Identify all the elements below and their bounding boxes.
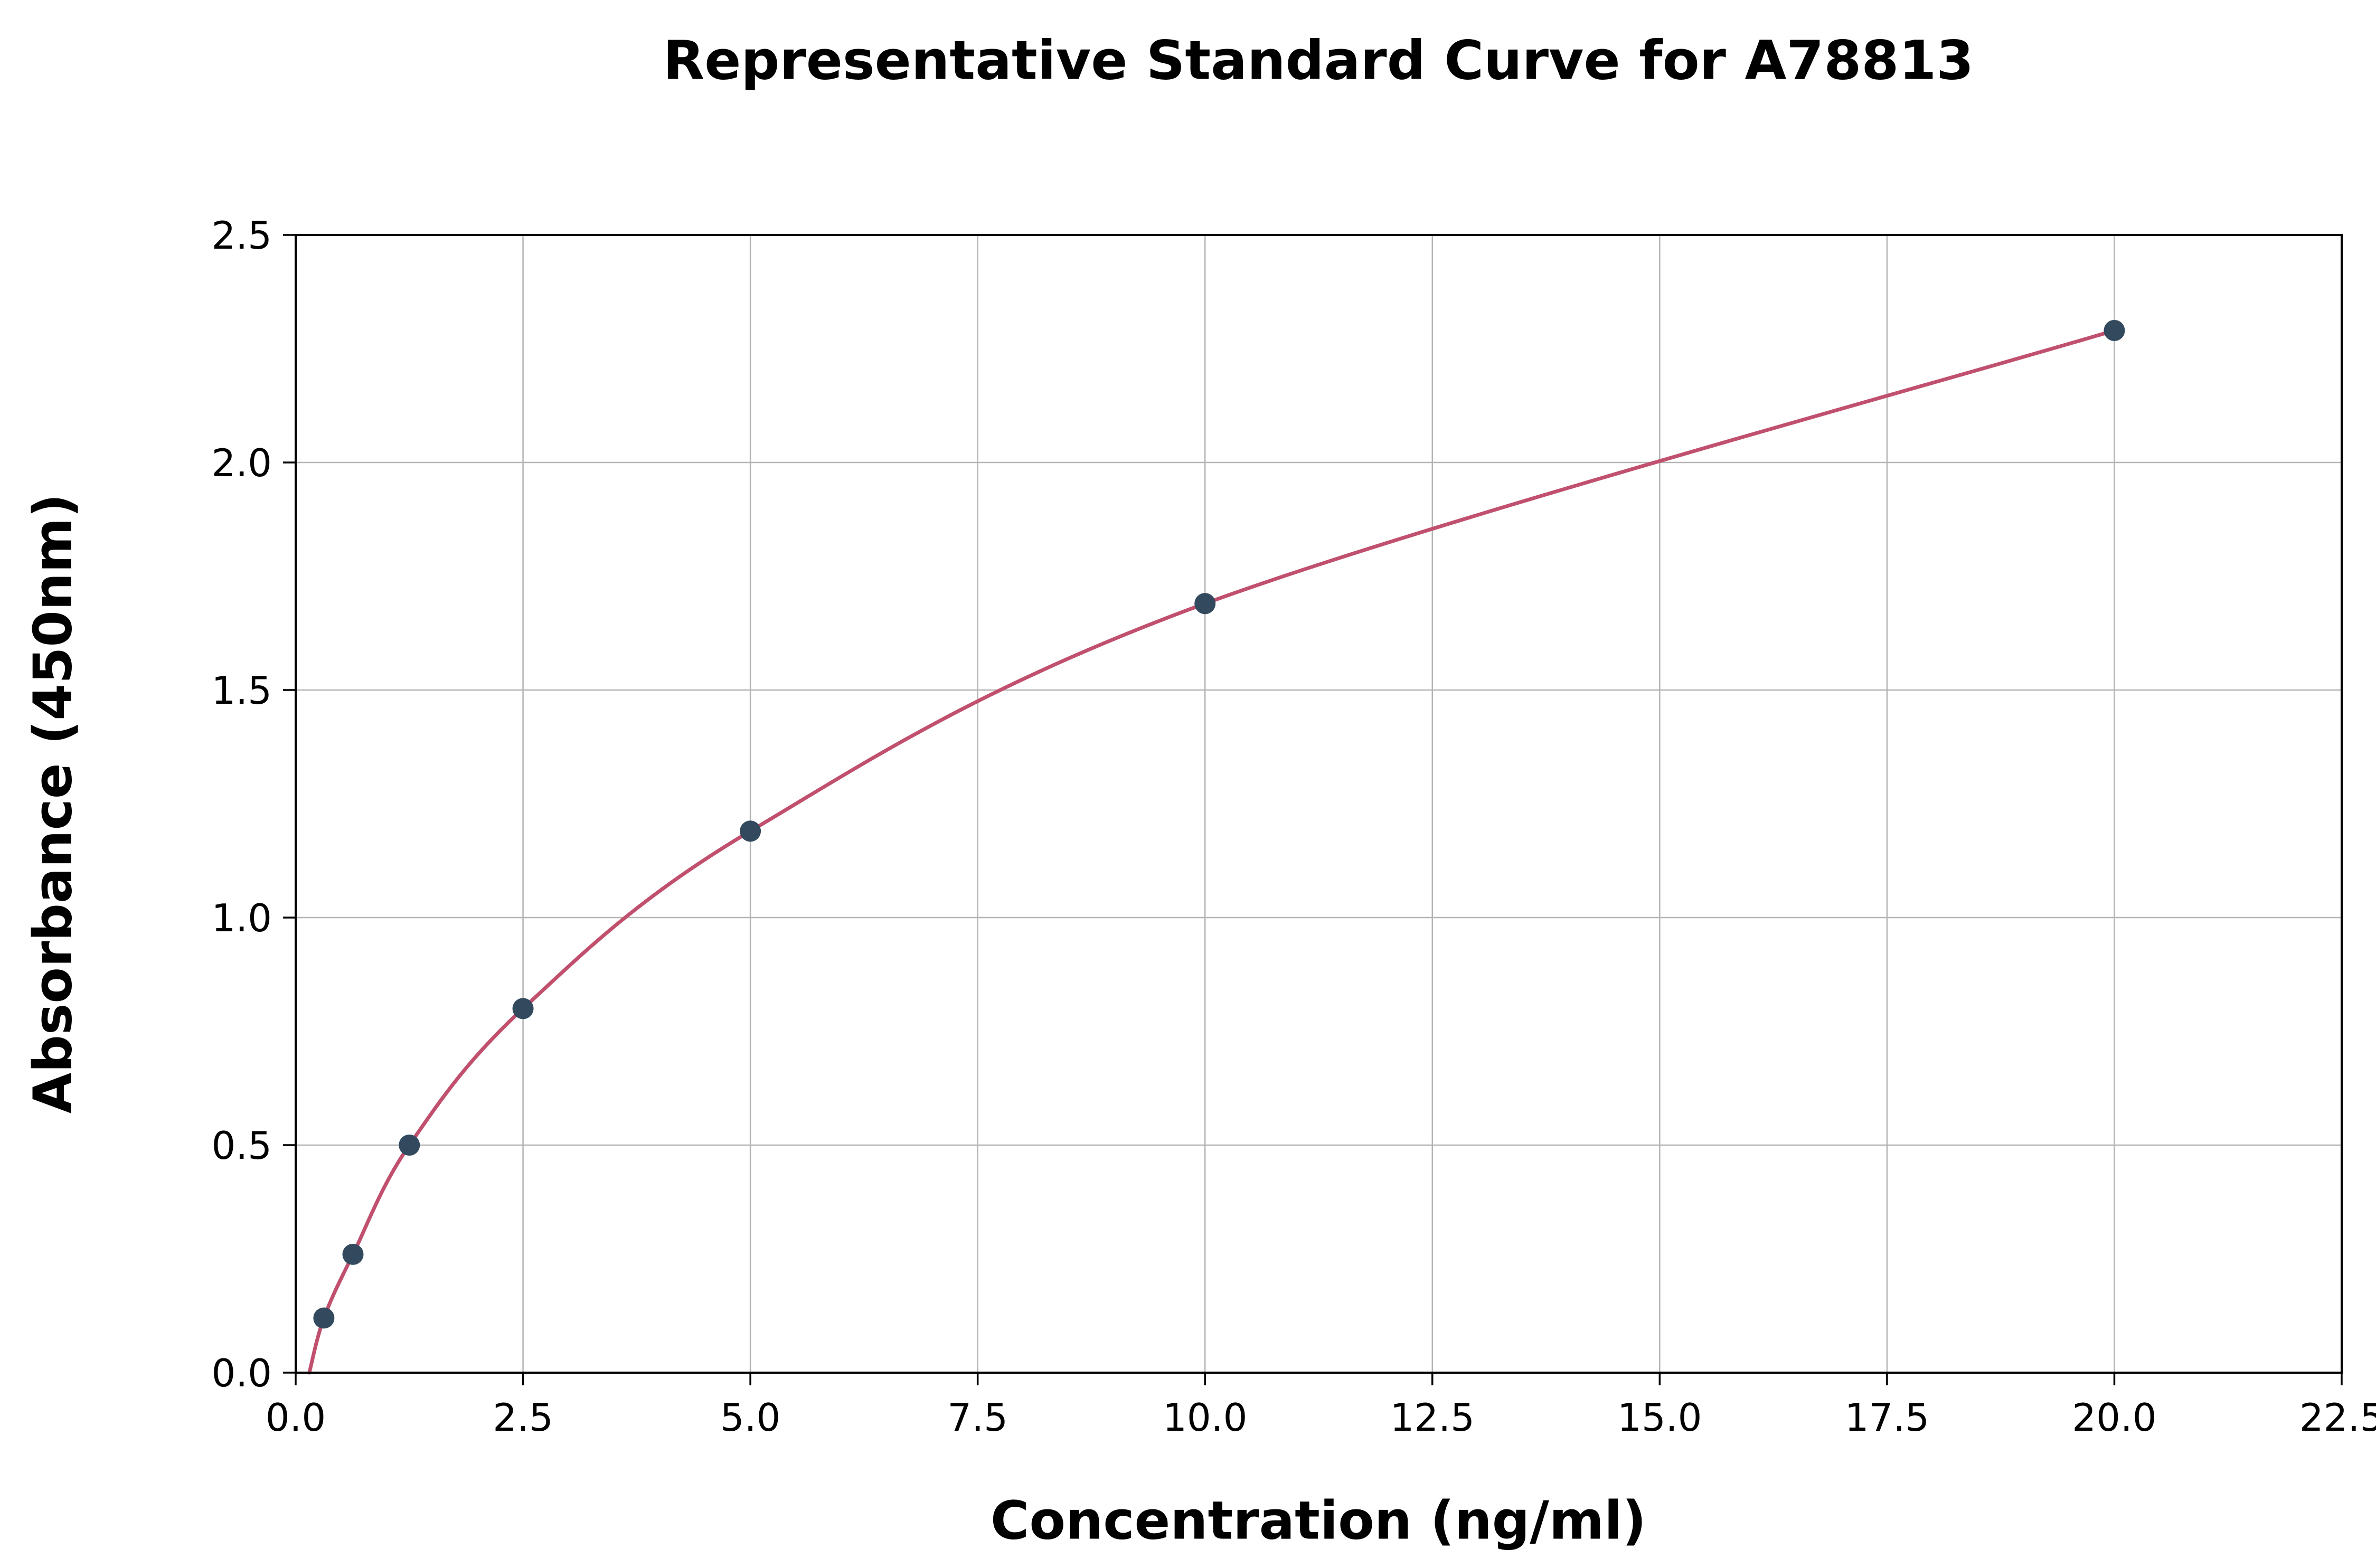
fit-curve — [307, 328, 2116, 1375]
data-point — [2104, 320, 2125, 342]
x-axis-label: Concentration (ng/ml) — [990, 1489, 1647, 1552]
y-tick-label: 0.5 — [211, 1123, 272, 1168]
x-tick-label: 2.5 — [493, 1395, 553, 1440]
plot-border — [295, 234, 2343, 1374]
y-tick-label: 2.0 — [211, 441, 272, 485]
y-tick-label: 0.0 — [211, 1351, 272, 1395]
data-point — [313, 1307, 335, 1329]
y-tick-label: 1.5 — [211, 668, 272, 713]
x-tick-label: 12.5 — [1390, 1395, 1475, 1440]
x-tick-label: 0.0 — [266, 1395, 326, 1440]
data-point — [512, 998, 534, 1019]
y-tick-label: 2.5 — [211, 213, 272, 258]
chart-title: Representative Standard Curve for A78813 — [663, 29, 1974, 92]
data-point — [342, 1243, 364, 1265]
data-point — [1194, 593, 1216, 615]
x-tick-label: 15.0 — [1617, 1395, 1702, 1440]
x-tick-label: 22.5 — [2299, 1395, 2376, 1440]
y-tick-label: 1.0 — [211, 896, 272, 940]
x-tick-label: 20.0 — [2072, 1395, 2156, 1440]
data-point — [740, 820, 761, 842]
x-tick-label: 17.5 — [1845, 1395, 1929, 1440]
x-tick-label: 7.5 — [947, 1395, 1008, 1440]
x-tick-label: 10.0 — [1163, 1395, 1247, 1440]
data-point — [399, 1135, 420, 1156]
x-tick-label: 5.0 — [720, 1395, 781, 1440]
